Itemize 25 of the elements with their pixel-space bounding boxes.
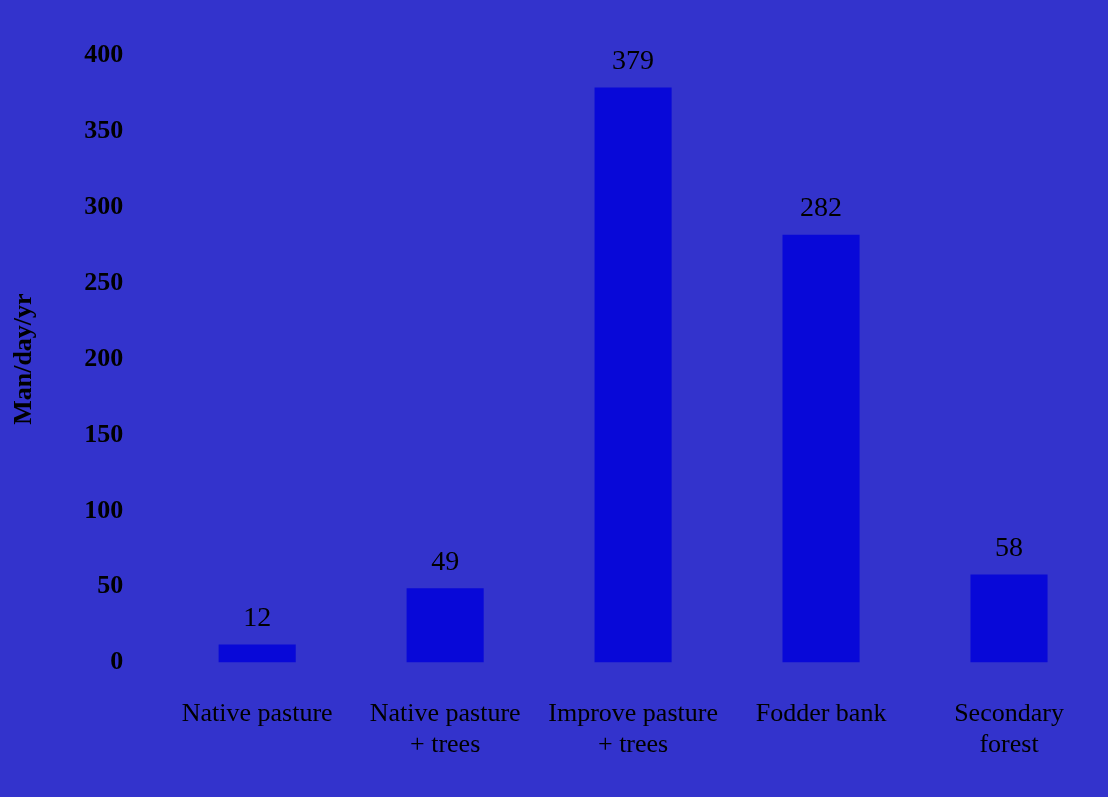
y-tick-label: 200 <box>84 342 124 372</box>
y-tick-label: 50 <box>97 570 124 600</box>
bar <box>218 644 296 663</box>
y-tick-label: 100 <box>84 494 124 524</box>
data-label: 58 <box>995 530 1024 562</box>
y-tick-label: 400 <box>84 39 124 69</box>
y-tick-label: 300 <box>84 191 124 221</box>
y-tick-label: 0 <box>110 646 124 676</box>
x-tick-label: Native pasture + trees <box>369 698 521 759</box>
x-tick-label: Secondary forest <box>954 698 1064 759</box>
y-tick-label: 250 <box>84 266 124 296</box>
data-label: 12 <box>243 600 272 632</box>
bar <box>782 234 860 663</box>
y-tick-label: 350 <box>84 115 124 145</box>
bar <box>970 574 1048 663</box>
x-tick-label: Improve pasture + trees <box>548 698 718 759</box>
data-label: 282 <box>800 191 843 223</box>
y-axis-title: Man/day/yr <box>8 293 38 425</box>
bar <box>594 87 672 663</box>
data-label: 379 <box>612 43 655 75</box>
x-tick-label: Fodder bank <box>755 698 887 728</box>
data-label: 49 <box>431 544 460 576</box>
x-tick-label: Native pasture <box>181 698 333 728</box>
y-tick-label: 150 <box>84 418 124 448</box>
bar <box>406 588 484 663</box>
